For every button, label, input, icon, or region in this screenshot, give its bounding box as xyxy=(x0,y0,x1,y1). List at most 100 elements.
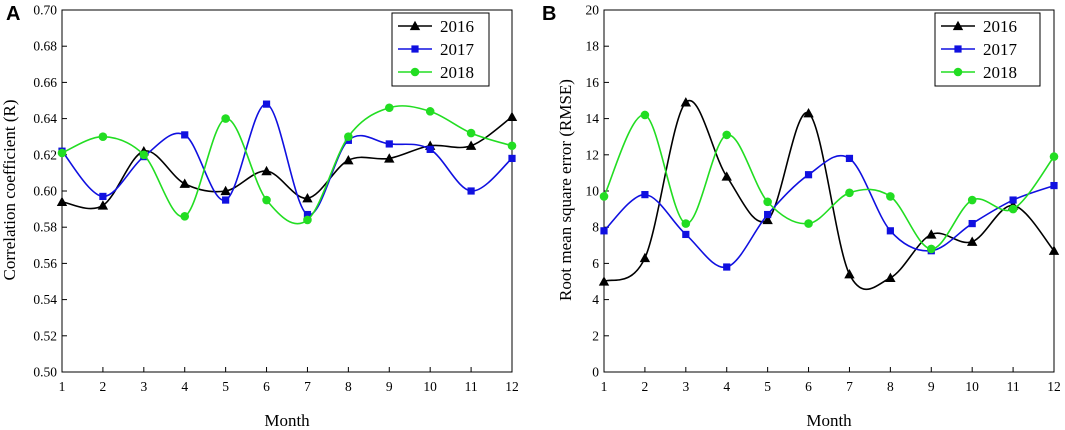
panel-b-series-2016-point xyxy=(639,252,651,263)
panel-a-xtick-label: 10 xyxy=(423,379,437,394)
panel-a-ytick-label: 0.70 xyxy=(33,3,57,18)
panel-a-legend-marker-2016 xyxy=(409,20,421,31)
panel-b-series-2017-point xyxy=(723,263,731,271)
panel-a-series-2018-point xyxy=(344,132,353,141)
panel-a-series-2016-point xyxy=(97,200,109,210)
panel-b-xtick-label: 12 xyxy=(1047,379,1061,394)
panel-b-label: B xyxy=(542,3,556,25)
panel-a-ytick-label: 0.54 xyxy=(33,292,57,307)
panel-a-series-2018-point xyxy=(262,195,271,205)
panel-a-ytick-label: 0.60 xyxy=(33,184,57,199)
panel-b-ytick-label: 14 xyxy=(586,111,600,126)
panel-b-xtick-label: 2 xyxy=(642,379,649,394)
panel-a-label: A xyxy=(6,3,20,25)
panel-a-series-2016-point xyxy=(343,155,354,165)
panel-a-series-2017-line xyxy=(61,103,513,216)
panel-a-xtick-label: 5 xyxy=(222,379,229,394)
panel-a-ytick-label: 0.56 xyxy=(33,256,57,271)
panel-b-ylabel: Root mean square error (RMSE) xyxy=(556,79,575,301)
panel-a-xtick-label: 8 xyxy=(345,379,352,394)
panel-a-series-2017-point xyxy=(303,210,312,219)
panel-a-series-2018-point xyxy=(180,212,190,221)
panel-b-xtick-label: 6 xyxy=(805,379,812,394)
panel-b-series-2016-point xyxy=(803,107,814,118)
panel-a-xtick-label: 7 xyxy=(304,379,311,394)
panel-a-series-2017-point xyxy=(467,187,475,195)
panel-b-legend-label-2018: 2018 xyxy=(983,63,1017,82)
panel-b-series-2018-point xyxy=(681,219,691,228)
panel-a-xtick-label: 3 xyxy=(140,379,147,394)
panel-b-series-2018-point xyxy=(1008,204,1018,214)
panel-b-series-2016-point xyxy=(885,272,896,283)
panel-b-legend-marker-2016 xyxy=(952,20,964,31)
panel-b-series-2017-point xyxy=(804,171,813,179)
panel-a-series-2016-point xyxy=(179,178,190,188)
panel-a-series-2017-point xyxy=(426,145,434,153)
panel-b-xtick-label: 10 xyxy=(965,379,979,394)
panel-a-ytick-label: 0.52 xyxy=(33,328,57,343)
panel-a-series-2018-point xyxy=(384,103,394,113)
panel-a-series-2016-line xyxy=(61,116,513,210)
panel-a-ytick-label: 0.58 xyxy=(33,220,57,235)
panel-a-series-2018-point xyxy=(466,128,476,138)
panel-a-series-2016-point xyxy=(506,111,518,121)
panel-b-xtick-label: 3 xyxy=(682,379,689,394)
panel-a-xtick-label: 2 xyxy=(100,379,107,394)
panel-b-legend-label-2017: 2017 xyxy=(983,40,1018,59)
panel-a-series-2018-point xyxy=(98,132,108,141)
panel-b-xtick-label: 11 xyxy=(1007,379,1020,394)
panel-b-series-2018-point xyxy=(967,195,977,205)
panel-b-ytick-label: 10 xyxy=(586,184,600,199)
panel-a-series-2016-point xyxy=(56,196,68,207)
panel-b-series-2017-point xyxy=(886,227,894,235)
panel-a-ytick-label: 0.50 xyxy=(33,365,57,380)
panel-a-ytick-label: 0.62 xyxy=(33,147,57,162)
panel-b-ytick-label: 6 xyxy=(592,256,599,271)
panel-b-series-2016-point xyxy=(1048,245,1060,255)
panel-b-series-2018-point xyxy=(722,130,732,140)
panel-b-series-2017-point xyxy=(764,210,772,219)
panel-a-series-2017-point xyxy=(222,196,230,204)
panel-b-series-2018-point xyxy=(599,192,609,201)
panel-b-ytick-label: 12 xyxy=(586,147,600,162)
panel-a-series-2017-point xyxy=(181,131,189,139)
panel-b-series-2016-point xyxy=(680,97,692,107)
panel-b-series-2017-point xyxy=(968,219,976,228)
panel-a-series-2016-point xyxy=(302,193,313,203)
panel-a-series-2017-point xyxy=(262,100,271,108)
panel-a-ytick-label: 0.66 xyxy=(33,75,57,90)
panel-a-ytick-label: 0.68 xyxy=(33,39,57,54)
panel-a-xtick-label: 1 xyxy=(59,379,66,394)
panel-b-legend: 2016 2017 2018 xyxy=(934,12,1041,87)
panel-b-ytick-label: 18 xyxy=(586,39,600,54)
panel-b-xtick-label: 7 xyxy=(846,379,853,394)
panel-b-series-2018-point xyxy=(886,192,895,201)
panel-b-xtick-label: 4 xyxy=(723,379,730,394)
panel-b-xlabel: Month xyxy=(806,411,852,430)
panel-a-series-2018-point xyxy=(507,141,517,151)
panel-b-ytick-label: 0 xyxy=(592,365,599,380)
panel-b-series-2016-point xyxy=(966,236,978,246)
panel-a-ylabel: Correlation coefficient (R) xyxy=(0,100,19,281)
panel-a-series-2018-point xyxy=(139,150,149,160)
panel-b-series-2017-point xyxy=(845,154,854,163)
panel-a-legend-marker-2018 xyxy=(410,67,420,77)
panel-b-series-2016-point xyxy=(598,276,610,286)
panel-b-series-2017-line xyxy=(603,154,1055,268)
panel-a-xtick-label: 9 xyxy=(386,379,393,394)
panel-b-series-2017-point xyxy=(1050,181,1058,190)
panel-a-legend-label-2017: 2017 xyxy=(440,40,475,59)
panel-b-ytick-label: 16 xyxy=(586,75,600,90)
panel-b-ytick-label: 20 xyxy=(586,3,600,18)
panel-b-series-2016-point xyxy=(721,171,732,181)
panel-b-series-2018-point xyxy=(763,197,772,207)
panel-a-series-2017-point xyxy=(508,154,516,163)
panel-a-legend-marker-2017 xyxy=(411,45,419,53)
panel-a-series-2018-point xyxy=(221,114,230,123)
panel-a-xtick-label: 6 xyxy=(263,379,270,394)
panel-a-series-2016-point xyxy=(261,165,272,176)
panel-b-ytick-label: 2 xyxy=(592,328,599,343)
panel-a-series-2018-point xyxy=(57,148,67,158)
panel-b-xtick-label: 9 xyxy=(928,379,935,394)
